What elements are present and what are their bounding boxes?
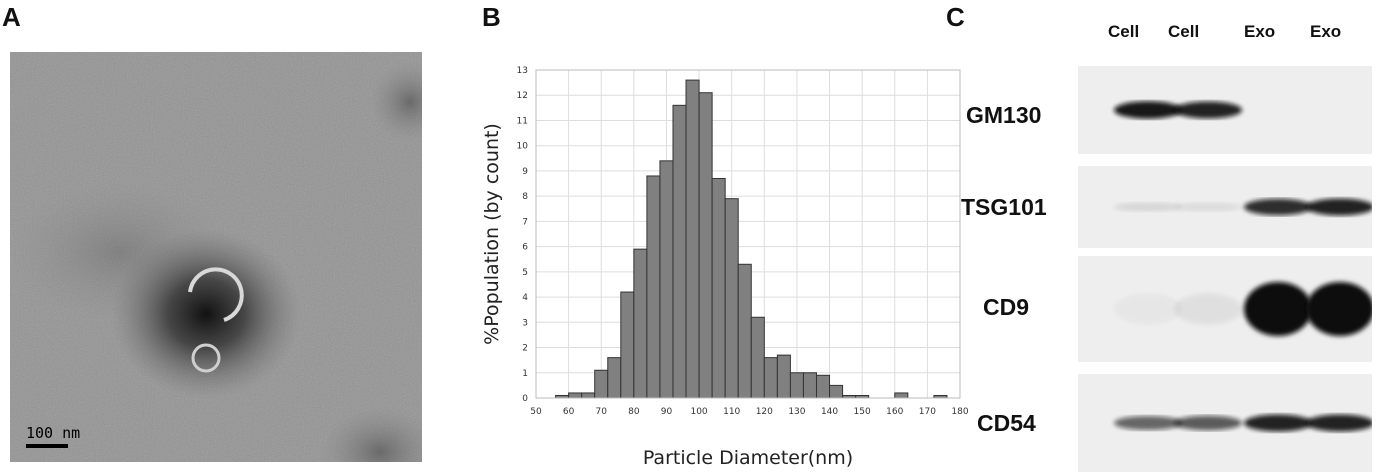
histogram-bar	[620, 291, 635, 399]
blot-gm130	[1078, 66, 1372, 154]
y-tick-label: 0	[522, 394, 528, 404]
histogram-bar	[659, 160, 674, 399]
x-tick-label: 120	[756, 407, 773, 417]
blot-band	[1174, 202, 1242, 212]
y-tick-label: 9	[522, 167, 528, 177]
panel-c-letter: C	[946, 2, 965, 32]
y-tick-label: 7	[522, 217, 528, 227]
panel-b-letter: B	[482, 2, 501, 32]
x-tick-label: 90	[661, 407, 673, 417]
lane-label-1: Cell	[1108, 22, 1140, 41]
blot-band	[1174, 415, 1242, 431]
histogram-bar	[685, 79, 700, 399]
lane-label-3: Exo	[1244, 22, 1276, 41]
histogram-bar	[581, 392, 596, 399]
y-tick-label: 6	[522, 243, 528, 253]
scale-bar	[26, 444, 68, 448]
y-tick-label: 8	[522, 192, 528, 202]
blot-band	[1114, 416, 1182, 430]
blot-label-cd9: CD9	[983, 294, 1030, 320]
x-tick-label: 180	[951, 407, 968, 417]
histogram-bar	[829, 384, 844, 399]
histogram-bar	[724, 198, 739, 399]
blot-band	[1306, 282, 1372, 336]
x-tick-labels: 50 60 70 80 90 100 110 120 130 140 150 160 170 180	[530, 407, 969, 417]
y-tick-label: 11	[517, 116, 528, 126]
blot-band	[1114, 101, 1182, 119]
y-axis-label: %Population (by count)	[481, 123, 503, 345]
histogram-bar	[815, 374, 831, 399]
x-tick-label: 160	[886, 407, 903, 417]
histogram-bar	[594, 369, 609, 399]
y-tick-label: 12	[517, 91, 528, 101]
histogram-bar	[646, 175, 661, 399]
histogram-bar	[789, 372, 804, 399]
y-tick-label: 5	[522, 268, 528, 278]
x-tick-label: 50	[530, 407, 542, 417]
histogram-bar	[633, 248, 648, 399]
blot-cd54	[1078, 374, 1372, 472]
blot-tsg101	[1078, 166, 1372, 248]
histogram-bar	[568, 392, 583, 399]
blot-band	[1244, 414, 1312, 432]
x-tick-label: 100	[690, 407, 707, 417]
blot-band	[1244, 282, 1312, 336]
y-tick-label: 3	[522, 318, 528, 328]
histogram-bar	[672, 104, 687, 399]
histogram-bar	[698, 92, 713, 399]
blot-label-tsg101: TSG101	[961, 194, 1047, 220]
lane-label-4: Exo	[1310, 22, 1342, 41]
blot-band	[1306, 198, 1372, 216]
blot-band	[1174, 101, 1242, 119]
x-axis-label: Particle Diameter(nm)	[643, 447, 853, 469]
scale-bar-label: 100 nm	[26, 424, 81, 442]
histogram-bar	[894, 392, 909, 399]
histogram-bar	[776, 354, 791, 399]
plot-frame	[535, 69, 961, 399]
x-tick-label: 170	[919, 407, 936, 417]
blot-label-cd54: CD54	[977, 410, 1036, 436]
chart-bars	[555, 79, 948, 399]
blot-band	[1174, 293, 1242, 325]
x-tick-label: 70	[596, 407, 608, 417]
lane-label-2: Cell	[1168, 22, 1200, 41]
panel-a-letter: A	[2, 2, 21, 32]
y-tick-label: 10	[517, 142, 529, 152]
y-tick-label: 4	[522, 293, 528, 303]
histogram-chart: 50 60 70 80 90 100 110 120 130 140 150 160 170 180 01…	[481, 66, 969, 469]
x-tick-label: 140	[821, 407, 838, 417]
y-tick-label: 13	[517, 66, 528, 76]
blot-band	[1114, 202, 1182, 212]
x-tick-label: 110	[723, 407, 740, 417]
histogram-bar	[750, 316, 765, 399]
vesicle-ring	[188, 267, 244, 322]
blot-band	[1114, 294, 1182, 325]
x-tick-label: 150	[854, 407, 871, 417]
histogram-bar	[737, 263, 752, 399]
x-tick-label: 80	[628, 407, 640, 417]
blot-band	[1244, 198, 1312, 216]
histogram-bar	[802, 372, 817, 399]
blot-band	[1306, 414, 1372, 432]
blot-cd9	[1078, 256, 1372, 362]
x-tick-label: 130	[788, 407, 805, 417]
blot-label-gm130: GM130	[966, 102, 1042, 128]
y-tick-label: 1	[522, 369, 528, 379]
histogram-bar	[763, 357, 778, 399]
histogram-bar	[607, 357, 622, 399]
tem-micrograph	[10, 52, 422, 462]
x-tick-label: 60	[563, 407, 575, 417]
y-tick-label: 2	[522, 344, 528, 354]
histogram-bar	[711, 177, 726, 399]
vesicle-small	[191, 343, 221, 373]
